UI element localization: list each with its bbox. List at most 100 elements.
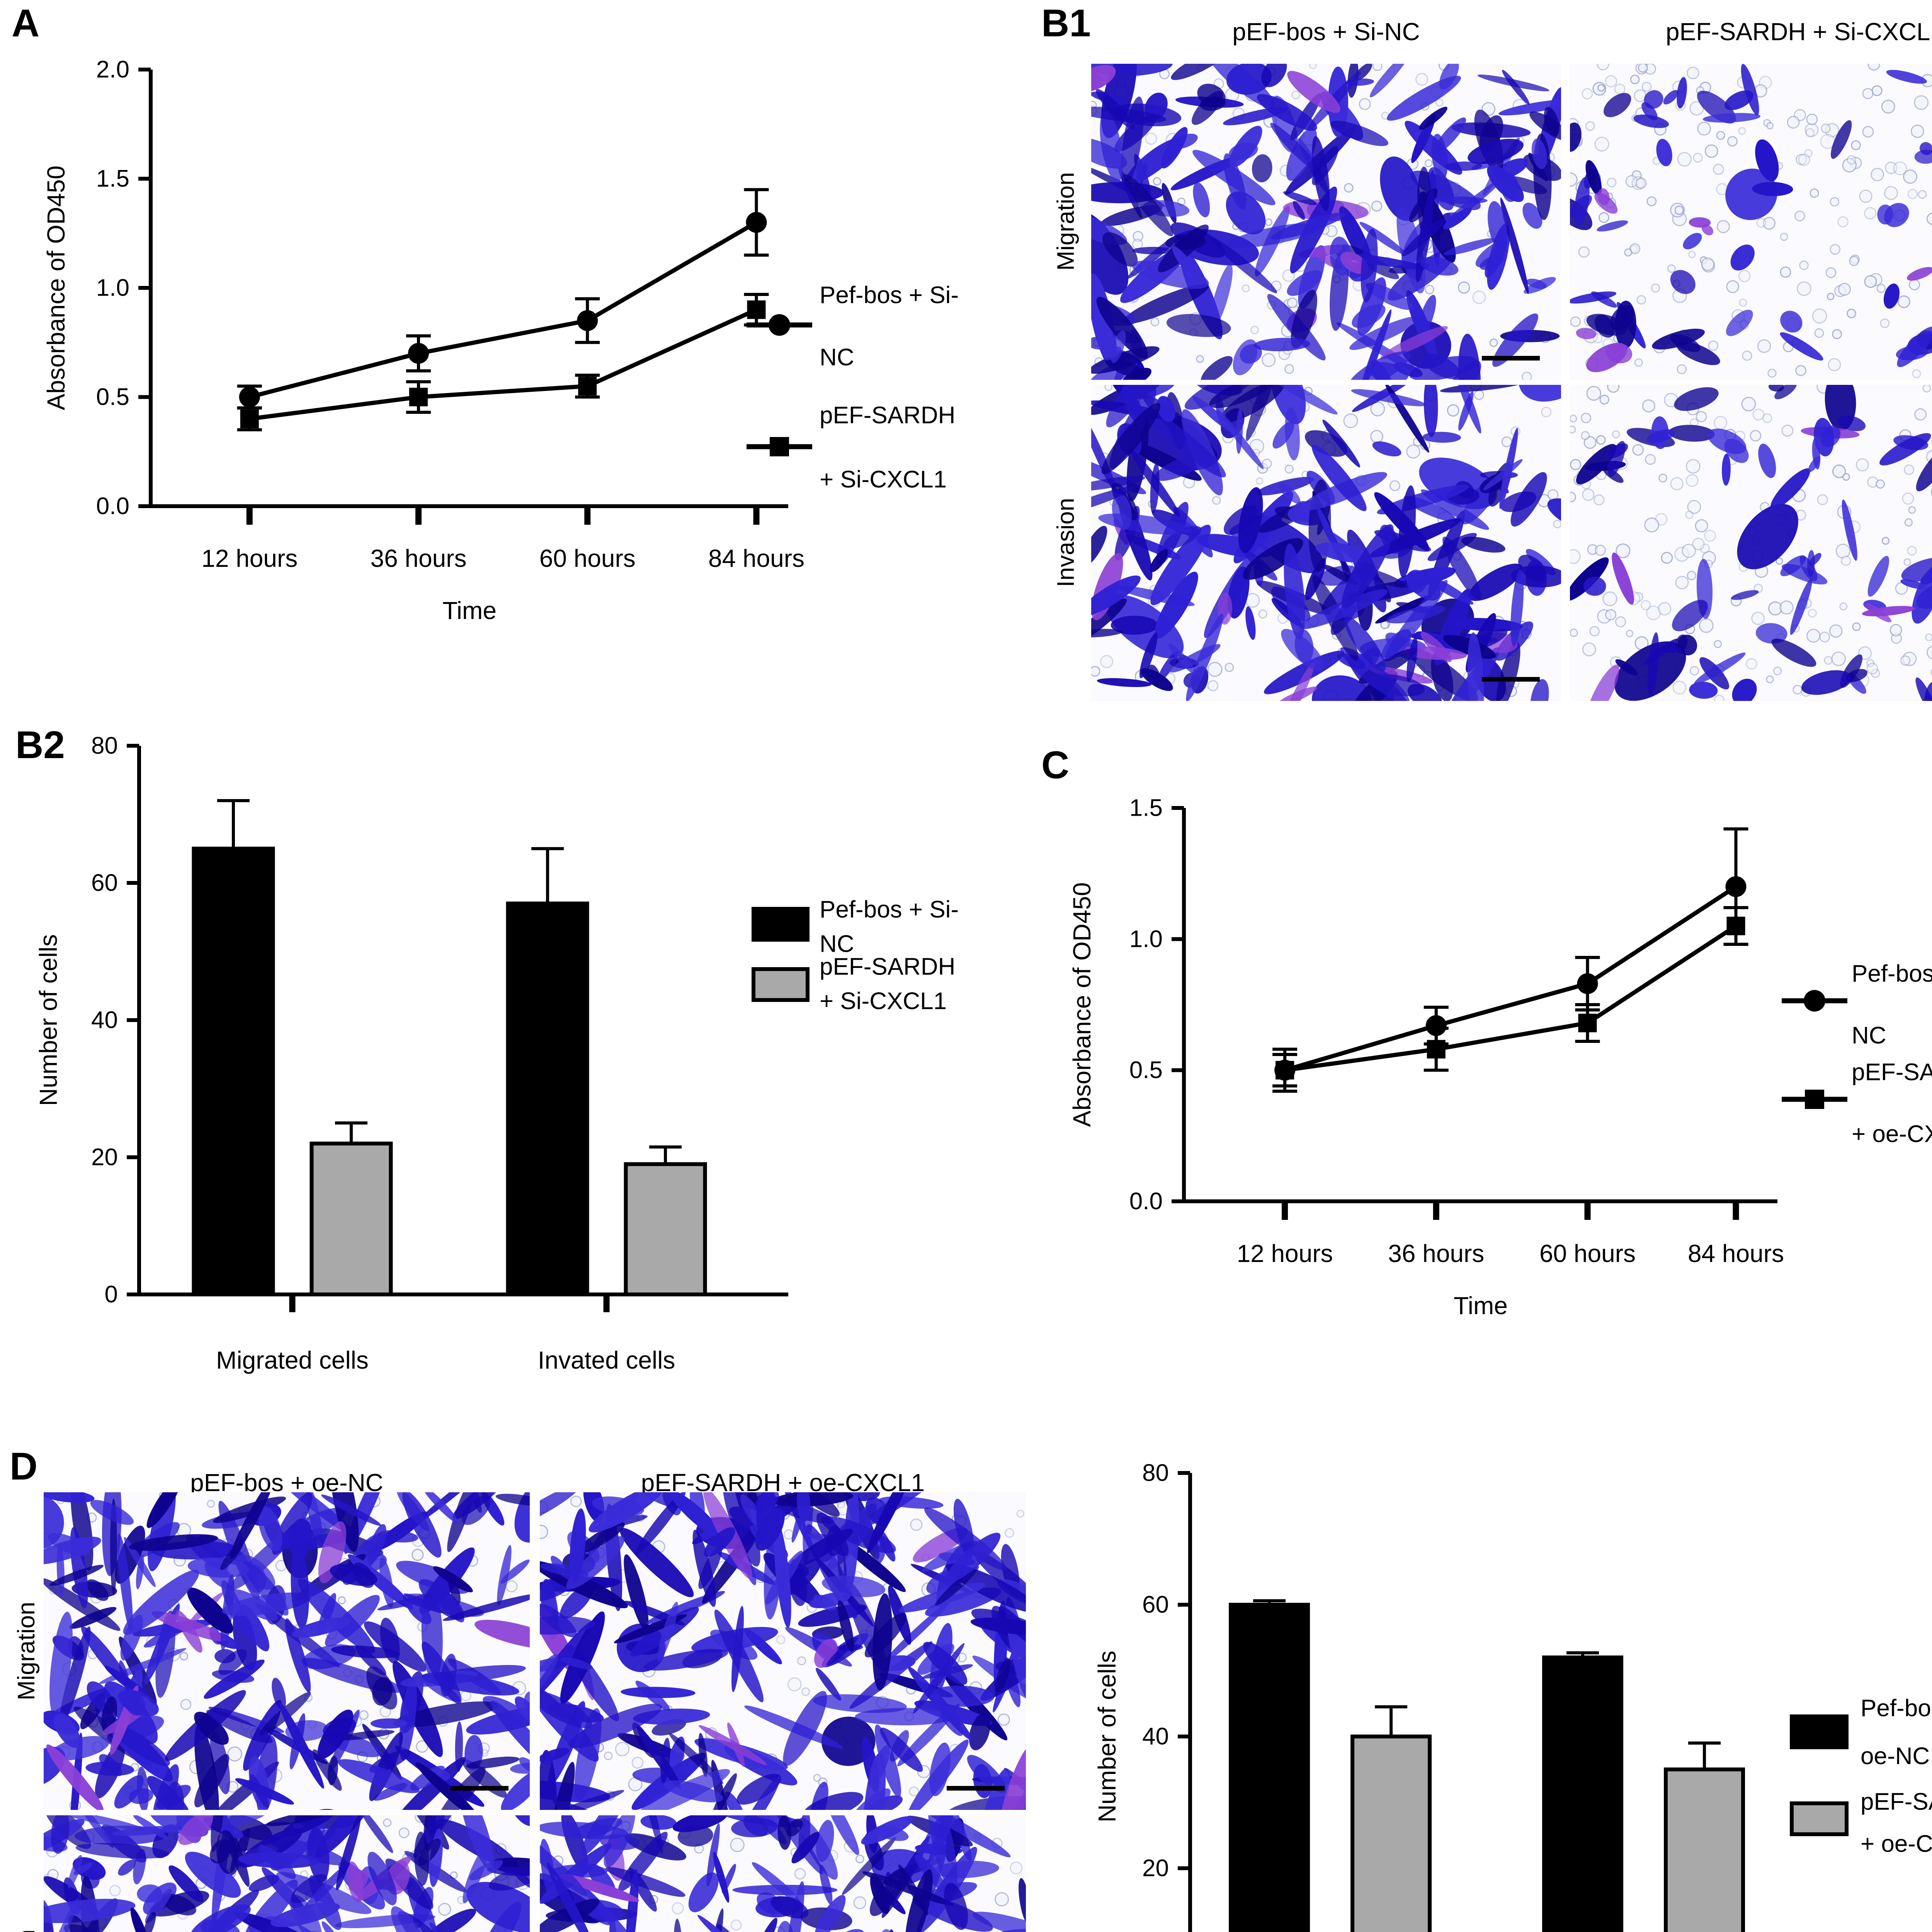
scale-bar <box>1482 677 1540 682</box>
legend-label: NC <box>820 344 854 371</box>
y-axis-title: Number of cells <box>1093 1651 1121 1823</box>
legend-label: pEF-SARDH <box>820 402 955 429</box>
y-axis-title: Number of cells <box>34 934 62 1106</box>
d-row-label-migration: Migration <box>13 1602 40 1701</box>
b1-row-label-migration: Migration <box>1053 172 1079 271</box>
y-tick-label: 40 <box>91 1007 118 1034</box>
panel-b2-label: B2 <box>15 723 65 767</box>
y-tick-label: 0.5 <box>96 384 129 410</box>
migration-invasion-count-chart-si: 0 20 40 60 80 Number of cells Migrated cells In… <box>34 733 959 1374</box>
x-tick-label: 84 hours <box>708 544 804 572</box>
b1-migration-si-cxcl1-image <box>1570 64 1932 380</box>
b1-column-title-si-nc: pEF-bos + Si-NC <box>1232 18 1420 46</box>
x-tick-label: 12 hours <box>1237 1240 1333 1267</box>
y-tick-label: 0.0 <box>1129 1188 1163 1215</box>
d-row-label-invasion: Invasion <box>12 1858 43 1932</box>
data-point <box>1726 917 1745 935</box>
y-tick-label: 60 <box>91 870 118 896</box>
series-line-0 <box>1284 884 1737 1072</box>
x-tick-label: 84 hours <box>1688 1240 1784 1267</box>
b1-column-title-si-cxcl1: pEF-SARDH + Si-CXCL1 <box>1665 18 1932 46</box>
d-invasion-oe-cxcl1-image <box>540 1815 1026 1932</box>
scale-bar <box>947 1786 1005 1791</box>
y-tick-label: 1.0 <box>96 275 129 301</box>
bar-Invated cells-s0 <box>506 901 589 1296</box>
y-tick-label: 1.0 <box>1129 926 1163 952</box>
y-axis-title: Absorbance of OD450 <box>42 165 70 410</box>
proliferation-chart-si: 0.0 0.5 1.0 1.5 2.0 12 hours 36 hours 60 hours 8… <box>42 56 959 625</box>
legend-swatch <box>752 907 810 942</box>
b1-invasion-si-cxcl1-image <box>1570 385 1932 701</box>
panel-d-label: D <box>10 1445 38 1488</box>
scale-bar <box>1482 356 1540 361</box>
x-axis-title: Time <box>442 597 497 624</box>
y-tick-label: 0.0 <box>96 493 129 520</box>
axes <box>1182 808 1777 1203</box>
y-tick-label: 60 <box>1142 1592 1169 1618</box>
d-migration-oe-nc-image <box>44 1492 530 1810</box>
d-invasion-oe-nc-image <box>44 1815 530 1932</box>
axes <box>1188 1473 1192 1932</box>
legend-swatch <box>1790 1801 1849 1836</box>
bar-Migrated cells-s1 <box>1350 1735 1432 1932</box>
bar-Migrated cells-s0 <box>192 847 275 1296</box>
panel-c-label: C <box>1041 743 1070 787</box>
x-axis-title: Time <box>1454 1292 1508 1320</box>
proliferation-chart-oe: 0.0 0.5 1.0 1.5 12 hours 36 hours 60 hours 84 h… <box>1068 795 1932 1320</box>
data-point <box>747 300 766 319</box>
data-point <box>240 410 259 428</box>
series-line-1 <box>1284 924 1737 1073</box>
data-point <box>1725 876 1747 897</box>
series-line-0 <box>249 220 758 399</box>
panel-a-label: A <box>12 2 40 45</box>
x-tick-label: 60 hours <box>539 544 636 572</box>
y-tick-label: 20 <box>91 1144 118 1171</box>
b1-migration-si-nc-image <box>1091 64 1561 380</box>
bar-Invated cells-s1 <box>1664 1767 1745 1932</box>
legend-label: pEF-SARDH <box>1861 1789 1932 1815</box>
series-line-1 <box>249 308 757 421</box>
d-migration-oe-cxcl1-image <box>540 1492 1026 1810</box>
legend-label: Pef-bos + Si- <box>820 896 959 923</box>
bar-Migrated cells-s1 <box>310 1141 393 1296</box>
x-tick-label: 60 hours <box>1539 1240 1636 1267</box>
legend-label: NC <box>820 931 854 957</box>
b1-row-label-invasion: Invasion <box>1053 498 1079 587</box>
y-tick-label: 20 <box>1142 1855 1169 1882</box>
scale-bar <box>451 1786 509 1791</box>
y-axis-title: Absorbance of OD450 <box>1068 882 1096 1127</box>
data-point <box>1577 973 1598 994</box>
data-point <box>746 212 767 233</box>
bar-Migrated cells-s0 <box>1229 1603 1310 1932</box>
category-label: Invated cells <box>538 1346 675 1374</box>
x-tick-label: 12 hours <box>201 544 298 572</box>
legend-label: + Si-CXCL1 <box>820 988 947 1015</box>
legend-label: + oe-CXCL1 <box>1852 1121 1932 1148</box>
legend-label: Pef-bos + oe- <box>1852 961 1932 987</box>
d-column-title-oe-cxcl1: pEF-SARDH + oe-CXCL1 <box>641 1469 925 1497</box>
data-point <box>1425 1015 1447 1036</box>
d-column-title-oe-nc: pEF-bos + oe-NC <box>190 1469 383 1497</box>
y-tick-label: 2.0 <box>96 56 129 83</box>
axes <box>149 70 788 508</box>
data-point <box>409 388 428 406</box>
y-tick-label: 0 <box>105 1281 118 1308</box>
data-point <box>1427 1040 1446 1059</box>
y-tick-label: 40 <box>1142 1723 1169 1750</box>
y-tick-label: 1.5 <box>96 165 129 192</box>
x-tick-label: 36 hours <box>1388 1240 1484 1267</box>
panel-b1-label: B1 <box>1041 2 1091 45</box>
b1-invasion-si-nc-image <box>1091 385 1561 701</box>
data-point <box>408 343 429 364</box>
legend-label: + Si-CXCL1 <box>820 466 947 493</box>
y-tick-label: 80 <box>1142 1460 1169 1486</box>
legend-label: pEF-SARDH <box>1852 1059 1932 1086</box>
data-point <box>577 310 598 331</box>
legend-swatch <box>752 967 810 1002</box>
legend-label: NC <box>1852 1022 1886 1049</box>
data-point <box>1276 1061 1294 1080</box>
legend-label: + oe-CXCL1 <box>1861 1831 1932 1857</box>
y-tick-label: 80 <box>91 733 118 759</box>
